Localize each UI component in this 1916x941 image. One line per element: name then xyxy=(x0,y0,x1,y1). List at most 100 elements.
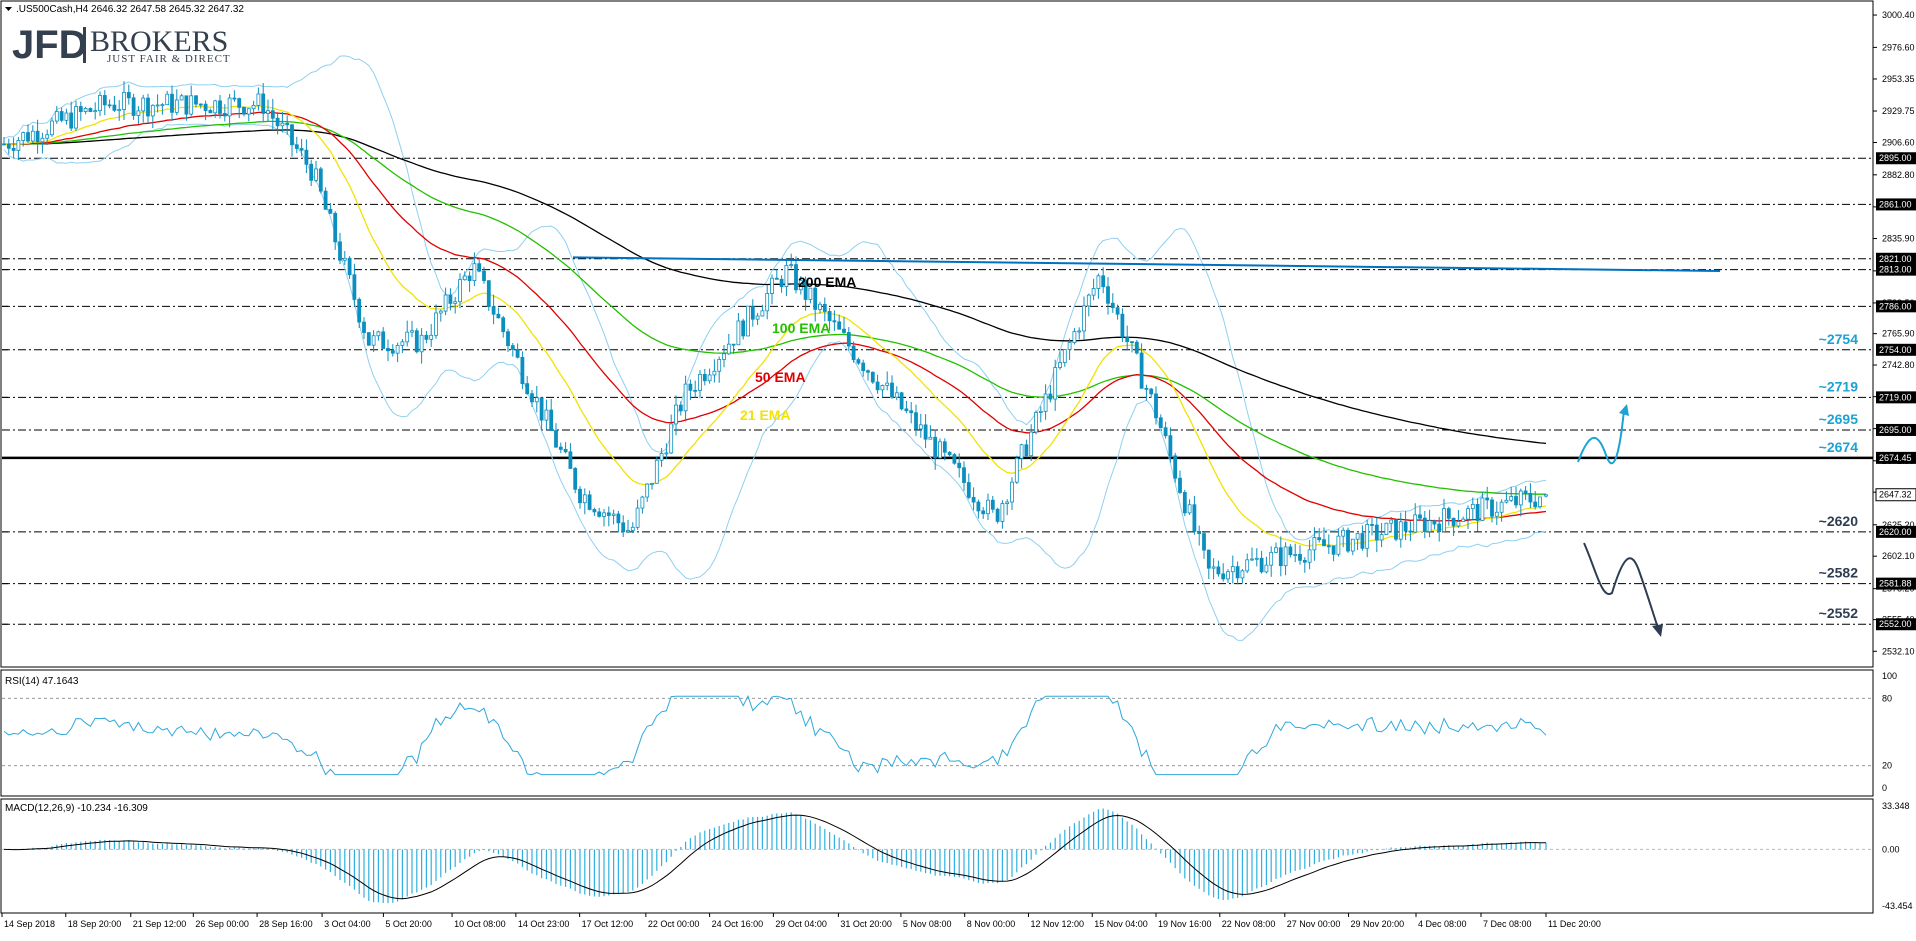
candle-body xyxy=(976,501,981,512)
candle-body xyxy=(611,513,616,516)
rsi-tick-label: 80 xyxy=(1882,693,1892,703)
candle-body xyxy=(107,104,112,107)
candle-body xyxy=(1427,520,1432,532)
price-tick-label: 2625.20 xyxy=(1882,520,1915,530)
price-tick-label: 2953.35 xyxy=(1882,74,1915,84)
candle-body xyxy=(765,293,770,312)
candle-body xyxy=(1206,549,1211,569)
candle-body xyxy=(1101,275,1106,288)
candle-body xyxy=(294,144,299,149)
candle-body xyxy=(635,507,640,528)
candle-body xyxy=(1024,444,1029,457)
candle-body xyxy=(664,452,669,455)
macd-tick-label: -43.454 xyxy=(1882,901,1913,911)
level-price-box xyxy=(1876,343,1916,356)
candle-body xyxy=(707,374,712,382)
candle-body xyxy=(904,408,909,412)
ema50-label: 50 EMA xyxy=(755,369,806,385)
candle-body xyxy=(434,312,438,336)
candle-body xyxy=(602,512,606,517)
candle-body xyxy=(184,95,189,115)
candle-body xyxy=(1178,477,1182,493)
candle-body xyxy=(1144,387,1149,390)
candle-body xyxy=(1259,557,1264,573)
level-annotation: ~2674 xyxy=(1819,439,1859,455)
price-tick-label: 2835.90 xyxy=(1882,234,1915,244)
rsi-tick-label: 100 xyxy=(1882,671,1897,681)
candle-body xyxy=(198,103,203,106)
bollinger-bands xyxy=(3,55,1547,641)
candle-body xyxy=(1202,533,1206,551)
candle-body xyxy=(338,241,342,261)
candle-body xyxy=(630,526,635,531)
candle-body xyxy=(1211,566,1216,569)
candle-body xyxy=(342,257,347,261)
candle-body xyxy=(414,330,419,353)
candle-body xyxy=(957,462,962,469)
candle-body xyxy=(678,404,683,412)
candle-body xyxy=(741,320,746,337)
candle-body xyxy=(587,494,592,510)
candle-body xyxy=(290,124,294,146)
bullish-arrowhead-icon xyxy=(1619,404,1629,416)
candle-body xyxy=(1168,435,1173,457)
price-tick-label: 2906.60 xyxy=(1882,137,1915,147)
candle-body xyxy=(1317,537,1322,541)
candle-body xyxy=(213,100,218,114)
candle-body xyxy=(448,294,453,304)
chart-header-title: .US500Cash,H4 2646.32 2647.58 2645.32 26… xyxy=(16,4,244,15)
candle-body xyxy=(952,454,957,464)
level-price-box xyxy=(1876,451,1916,464)
candle-body xyxy=(1336,535,1341,555)
time-tick-label: 3 Oct 04:00 xyxy=(324,919,371,929)
time-tick-label: 14 Sep 2018 xyxy=(4,919,55,929)
candle-body xyxy=(1365,524,1370,549)
candle-body xyxy=(1120,313,1125,338)
rsi-line xyxy=(3,694,1547,776)
candle-body xyxy=(1091,288,1096,296)
candle-body xyxy=(59,111,64,121)
candle-body xyxy=(410,330,414,333)
candle-body xyxy=(323,190,328,210)
candle-body xyxy=(285,122,290,126)
candle-body xyxy=(554,430,558,448)
time-tick-label: 7 Dec 08:00 xyxy=(1483,919,1532,929)
candle-body xyxy=(1269,551,1274,566)
candle-body xyxy=(1442,508,1446,532)
candle-body xyxy=(621,522,626,533)
collapse-triangle-icon[interactable] xyxy=(5,7,12,11)
candle-body xyxy=(827,311,832,322)
candle-body xyxy=(54,111,59,122)
candle-body xyxy=(1096,275,1101,289)
candle-body xyxy=(35,130,40,143)
candle-body xyxy=(731,343,736,346)
time-tick-label: 17 Oct 12:00 xyxy=(582,919,634,929)
candle-body xyxy=(362,321,366,333)
candle-body xyxy=(1446,508,1451,519)
time-tick-label: 31 Oct 20:00 xyxy=(840,919,892,929)
level-price-box xyxy=(1876,423,1916,436)
candle-body xyxy=(525,383,530,395)
candle-body xyxy=(962,467,966,483)
candle-body xyxy=(669,423,674,454)
candle-body xyxy=(1523,490,1528,494)
candle-body xyxy=(1110,302,1115,309)
candle-body xyxy=(1043,393,1048,412)
candle-body xyxy=(1322,539,1326,547)
candle-body xyxy=(1288,546,1293,556)
candle-body xyxy=(1216,566,1221,575)
candle-body xyxy=(702,373,707,382)
candle-body xyxy=(1514,496,1518,506)
level-price-box xyxy=(1876,198,1916,211)
candle-body xyxy=(203,103,208,111)
candle-body xyxy=(208,110,213,114)
candle-body xyxy=(280,122,285,127)
candle-body xyxy=(654,459,659,484)
ema200-line xyxy=(3,129,1547,445)
candle-body xyxy=(1149,388,1154,395)
candle-body xyxy=(366,332,371,346)
time-tick-label: 26 Sep 00:00 xyxy=(195,919,249,929)
candle-body xyxy=(510,345,515,350)
scenario-arrows xyxy=(1577,404,1663,637)
candle-body xyxy=(405,331,410,343)
